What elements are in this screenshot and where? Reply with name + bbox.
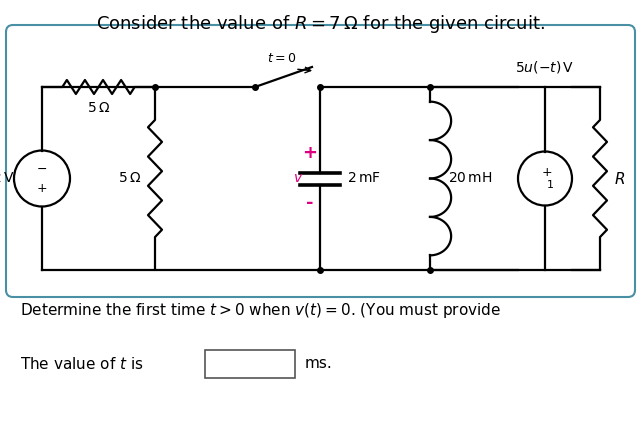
Text: $R$: $R$ bbox=[614, 171, 625, 187]
Text: $5u(-t)\,\mathrm{V}$: $5u(-t)\,\mathrm{V}$ bbox=[516, 59, 575, 75]
Text: $5\,\Omega$: $5\,\Omega$ bbox=[87, 101, 110, 115]
Text: $t = 0$: $t = 0$ bbox=[267, 52, 297, 65]
Text: $2\,\mathrm{mF}$: $2\,\mathrm{mF}$ bbox=[347, 171, 381, 186]
Text: $1$: $1$ bbox=[546, 179, 554, 191]
Text: $+$: $+$ bbox=[541, 166, 553, 179]
Text: The value of $t$ is: The value of $t$ is bbox=[20, 356, 144, 372]
Text: +: + bbox=[302, 144, 318, 161]
Text: $20\,\mathrm{mH}$: $20\,\mathrm{mH}$ bbox=[448, 171, 492, 186]
Text: $5\,\Omega$: $5\,\Omega$ bbox=[117, 171, 141, 186]
Text: $v$: $v$ bbox=[293, 171, 303, 184]
Text: ms.: ms. bbox=[305, 357, 333, 371]
FancyBboxPatch shape bbox=[205, 350, 295, 378]
Text: Consider the value of $R = 7\,\Omega$ for the given circuit.: Consider the value of $R = 7\,\Omega$ fo… bbox=[96, 13, 546, 35]
Text: Determine the first time $t > 0$ when $v(t) = 0$. (You must provide: Determine the first time $t > 0$ when $v… bbox=[20, 301, 501, 320]
Text: $2\,\mathrm{V}$: $2\,\mathrm{V}$ bbox=[0, 171, 14, 186]
Text: $-$: $-$ bbox=[37, 162, 48, 175]
Text: $+$: $+$ bbox=[37, 182, 48, 195]
Text: -: - bbox=[306, 194, 314, 212]
